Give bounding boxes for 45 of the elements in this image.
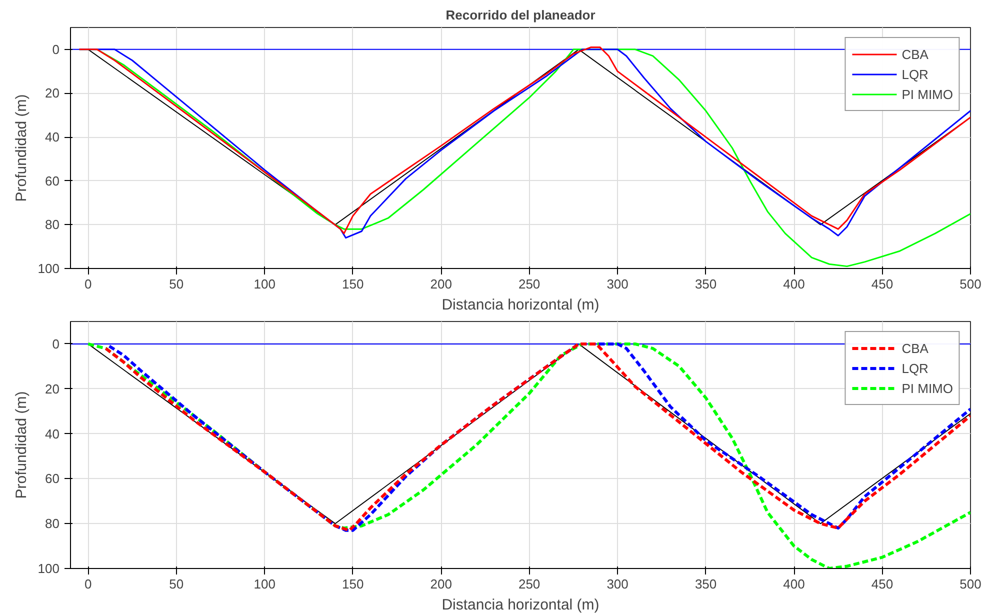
y-tick-label: 80 [45, 217, 60, 232]
y-tick-label: 100 [38, 561, 60, 576]
y-tick-label: 20 [45, 86, 60, 101]
x-tick-label: 500 [960, 576, 982, 592]
y-tick-label: 40 [45, 426, 60, 442]
x-tick-label: 100 [254, 576, 276, 592]
y-axis-title: Profundidad (m) [12, 391, 30, 499]
y-tick-label: 40 [45, 130, 60, 145]
x-tick-label: 450 [871, 276, 894, 292]
legend-label: CBA [902, 46, 928, 62]
x-tick-label: 200 [430, 576, 452, 592]
x-tick-label: 350 [694, 576, 717, 592]
x-tick-label: 200 [430, 276, 452, 292]
x-tick-label: 100 [254, 276, 276, 292]
x-tick-label: 350 [694, 276, 717, 292]
x-axis-title: Distancia horizontal (m) [442, 596, 600, 614]
chart-title: Recorrido del planeador [446, 8, 596, 22]
x-tick-label: 300 [606, 576, 628, 592]
legend-label: LQR [902, 360, 928, 376]
legend-label: CBA [902, 340, 928, 356]
x-tick-label: 450 [871, 576, 894, 592]
x-tick-label: 50 [169, 276, 184, 292]
y-tick-label: 0 [52, 336, 60, 352]
x-tick-label: 250 [518, 276, 540, 292]
x-tick-label: 150 [342, 576, 364, 592]
legend-label: PI MIMO [902, 380, 953, 396]
x-tick-label: 500 [960, 276, 982, 292]
y-tick-label: 80 [45, 516, 60, 532]
y-axis-title: Profundidad (m) [12, 94, 30, 202]
x-axis-title: Distancia horizontal (m) [442, 296, 600, 314]
x-tick-label: 300 [606, 276, 628, 292]
legend-label: PI MIMO [902, 86, 953, 102]
x-tick-label: 50 [169, 576, 184, 592]
y-tick-label: 0 [52, 42, 60, 57]
x-tick-label: 0 [84, 576, 92, 592]
y-tick-label: 60 [45, 173, 60, 188]
x-tick-label: 400 [783, 576, 805, 592]
x-tick-label: 250 [518, 576, 540, 592]
legend-label: LQR [902, 66, 928, 82]
y-tick-label: 100 [38, 261, 60, 276]
y-tick-label: 20 [45, 381, 60, 396]
x-tick-label: 150 [342, 276, 364, 292]
x-tick-label: 400 [783, 276, 805, 292]
y-tick-label: 60 [45, 471, 60, 486]
x-tick-label: 0 [84, 276, 92, 292]
